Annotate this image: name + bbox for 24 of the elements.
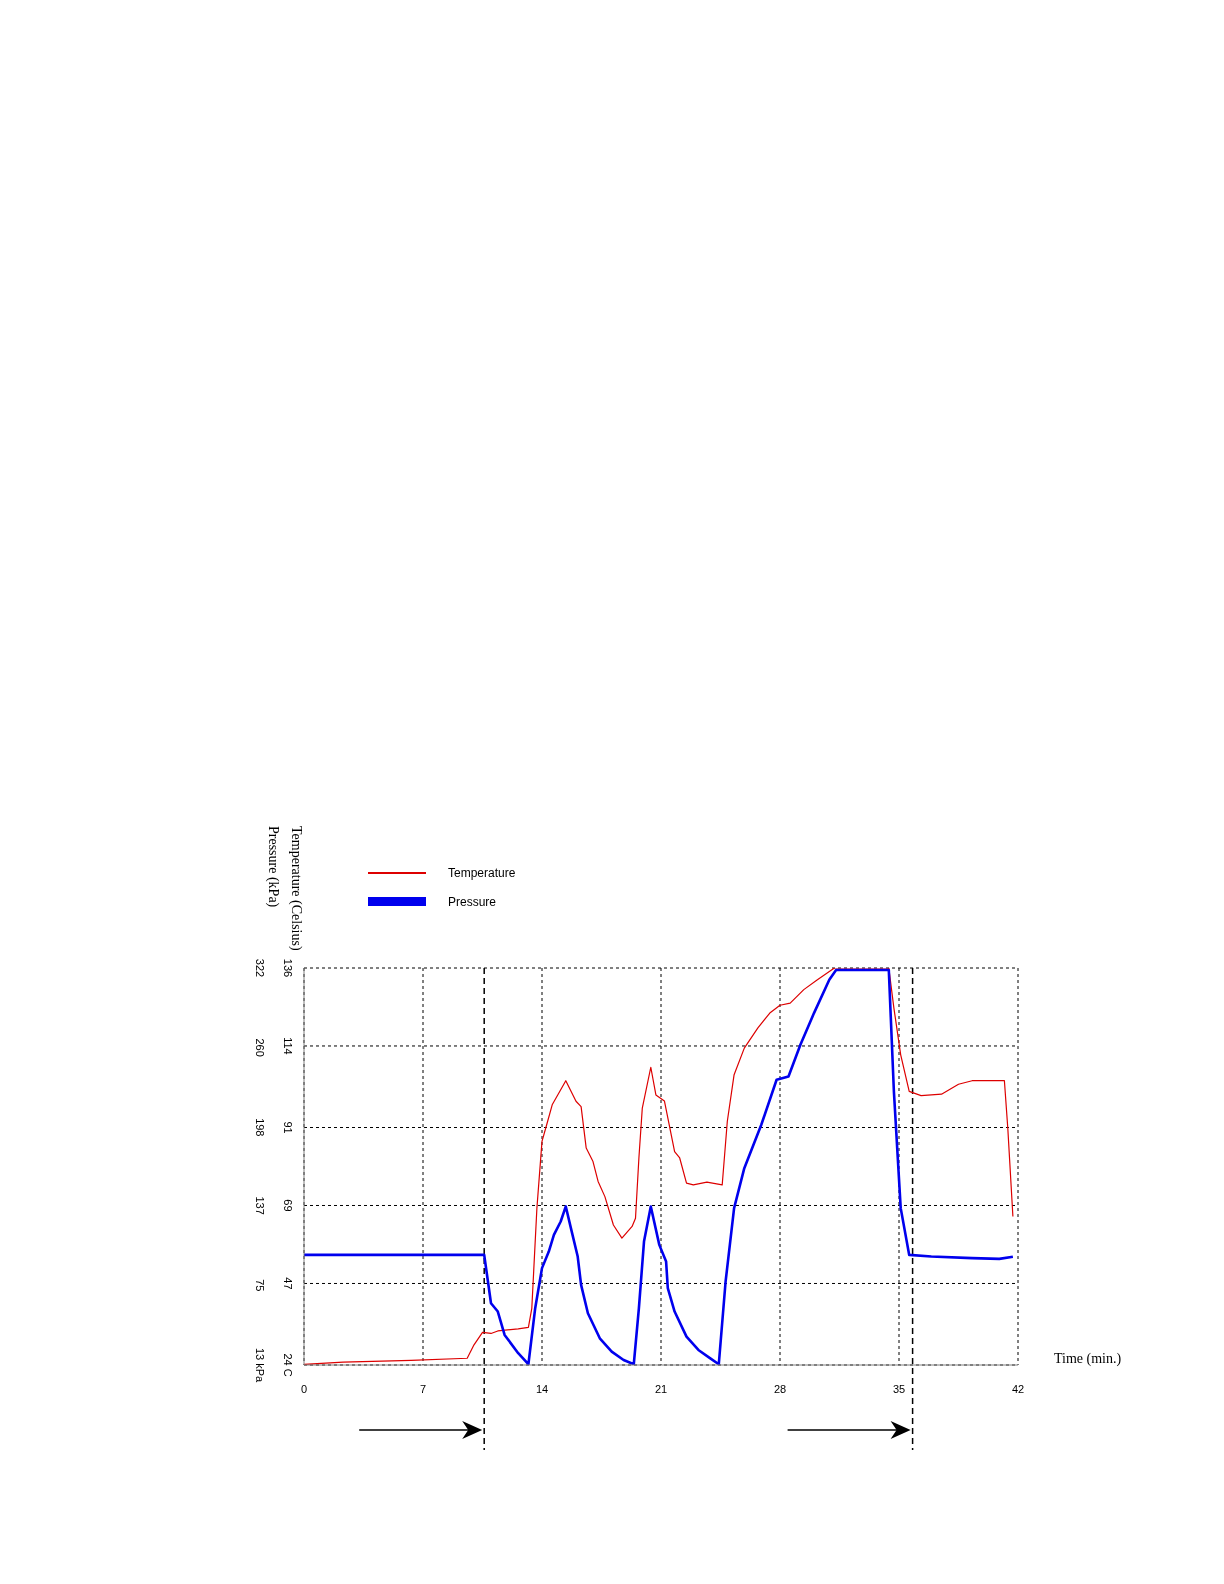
y2-tick-label: 137 [254,1196,266,1215]
y-tick-label: 114 [282,1037,294,1055]
y2-tick-label: 198 [254,1118,266,1137]
x-tick-label: 35 [892,1382,906,1395]
x-axis-title: Time (min.) [1054,1350,1122,1367]
legend-label: Temperature [448,865,516,880]
y-tick-label: 136 [282,958,294,978]
y2-tick-label: 13 kPa [254,1347,266,1383]
x-tick-label: 0 [300,1382,308,1395]
y2-tick-label: 260 [254,1038,266,1057]
x-tick-label: 21 [654,1382,668,1395]
y-tick-label: 47 [282,1277,294,1290]
y2-axis-title: Pressure (kPa) [265,826,281,908]
x-tick-label: 7 [419,1382,427,1395]
y-axis-title: Temperature (Celsius) [288,826,304,951]
y2-tick-label: 75 [254,1279,266,1292]
x-tick-label: 42 [1011,1382,1025,1395]
y-tick-label: 69 [282,1199,294,1212]
x-tick-label: 28 [773,1382,787,1395]
y-tick-label: 91 [282,1121,294,1134]
x-tick-label: 14 [535,1382,549,1395]
y2-tick-label: 322 [254,958,266,978]
legend-label: Pressure [448,894,497,909]
y-tick-label: 24 C [282,1353,294,1377]
